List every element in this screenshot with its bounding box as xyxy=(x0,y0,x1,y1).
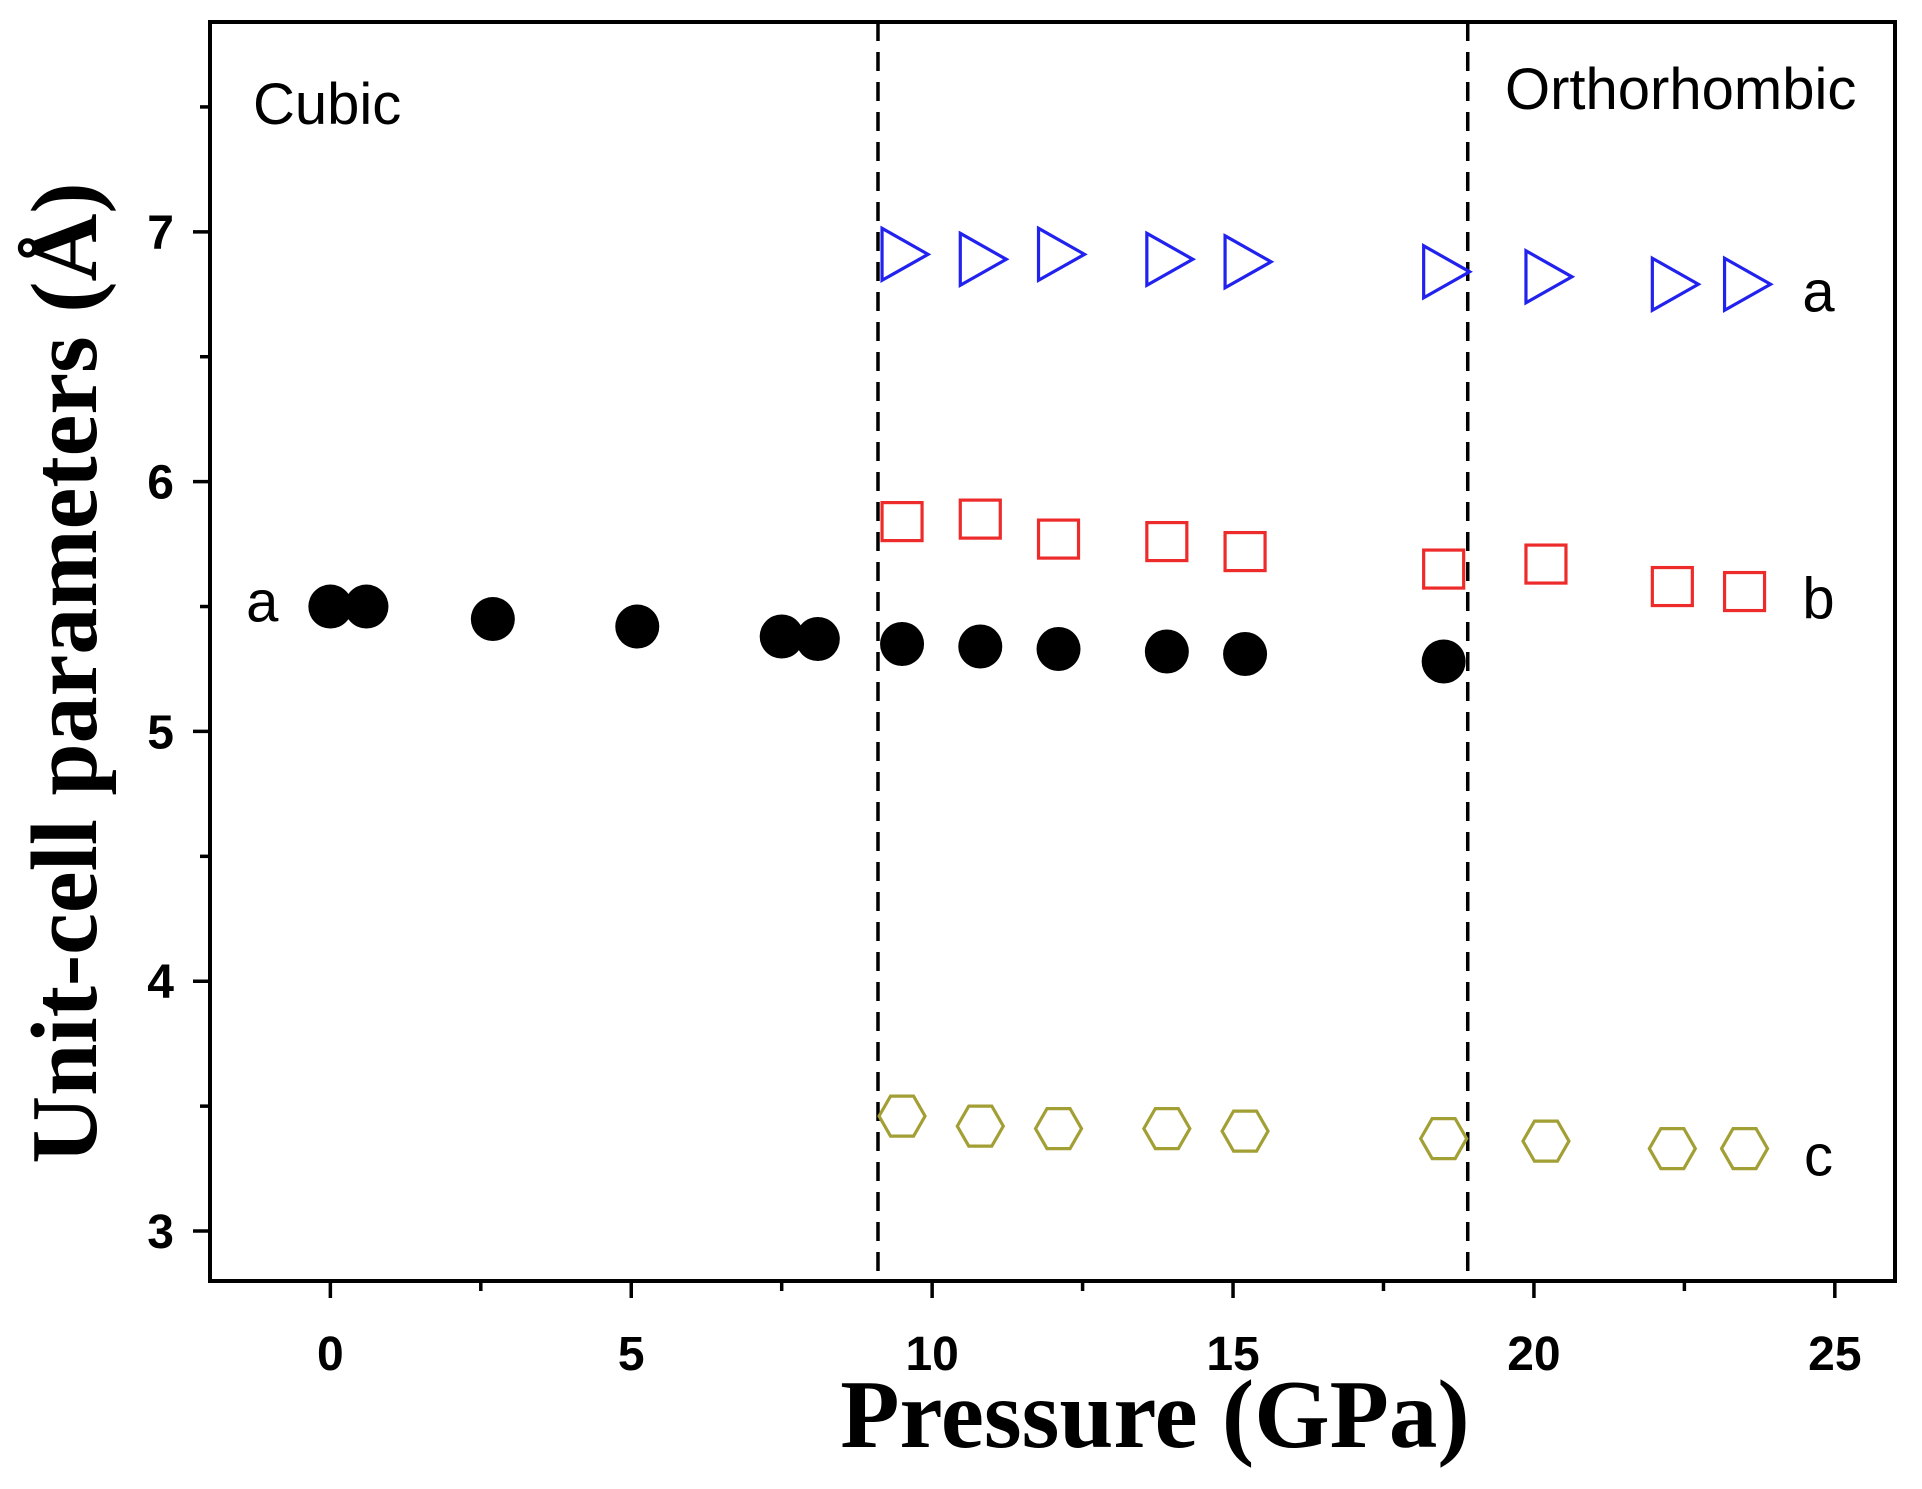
square-data-point xyxy=(1650,565,1694,608)
hexagon-data-point xyxy=(1141,1107,1192,1151)
x-tick-label: 5 xyxy=(618,1328,645,1381)
square-data-point xyxy=(958,498,1002,540)
series-labels: a a b c xyxy=(246,259,1835,1188)
circle-data-point xyxy=(344,584,389,629)
square-data-point xyxy=(880,501,924,543)
square-data-point xyxy=(1036,518,1081,560)
y-tick-label: 3 xyxy=(147,1206,174,1259)
circle-data-point xyxy=(615,604,660,649)
axis-tick-labels: 0 5 10 15 20 25 3 4 5 6 7 xyxy=(147,207,1861,1381)
plot-frame xyxy=(208,20,1897,1283)
triangle-right-data-point xyxy=(1524,248,1576,306)
hexagon-data-point xyxy=(1647,1127,1698,1171)
circle-data-point xyxy=(958,624,1003,669)
y-axis-title: Unit-cell parameters (Å) xyxy=(13,182,117,1163)
hexagon-data-point xyxy=(1418,1117,1469,1161)
phase-label-orthorhombic: Orthorhombic xyxy=(1505,57,1856,122)
x-axis-title: Pressure (GPa) xyxy=(840,1361,1469,1468)
hexagon-data-point xyxy=(1220,1109,1270,1153)
y-tick-label: 7 xyxy=(147,207,174,260)
hexagon-data-point xyxy=(955,1104,1006,1148)
circle-data-point xyxy=(880,622,925,667)
axis-ticks xyxy=(193,105,1837,1298)
y-tick-label: 5 xyxy=(147,706,174,759)
triangle-right-data-point xyxy=(1145,230,1197,289)
square-data-point xyxy=(1722,570,1767,613)
x-tick-label: 0 xyxy=(317,1328,344,1381)
triangle-right-data-point xyxy=(1422,243,1473,301)
y-tick-label: 4 xyxy=(147,956,174,1009)
y-tick-label: 6 xyxy=(147,457,174,510)
triangle-right-data-point xyxy=(1722,255,1774,314)
hexagon-data-point xyxy=(1521,1119,1571,1163)
series-label: a xyxy=(1802,259,1835,324)
triangle-right-data-point xyxy=(1036,225,1088,284)
x-tick-label: 10 xyxy=(905,1328,958,1381)
triangle-right-data-point xyxy=(880,225,932,284)
series-label: c xyxy=(1804,1124,1833,1189)
triangle-right-data-point xyxy=(1223,233,1275,291)
hexagon-data-point xyxy=(877,1094,927,1138)
circle-data-point xyxy=(1421,639,1466,684)
square-data-point xyxy=(1223,530,1267,573)
data-points xyxy=(308,225,1774,1171)
square-data-point xyxy=(1524,543,1568,585)
x-tick-label: 25 xyxy=(1808,1328,1861,1381)
series-label: b xyxy=(1802,567,1834,632)
circle-data-point xyxy=(759,614,804,659)
circle-data-point xyxy=(308,584,353,629)
x-tick-label: 20 xyxy=(1507,1328,1560,1381)
series-label: a xyxy=(246,570,279,635)
circle-data-point xyxy=(795,617,840,662)
hexagon-data-point xyxy=(1719,1127,1770,1171)
triangle-right-data-point xyxy=(958,230,1010,289)
triangle-right-data-point xyxy=(1650,255,1702,314)
circle-data-point xyxy=(470,597,515,642)
phase-label-cubic: Cubic xyxy=(253,72,401,137)
circle-data-point xyxy=(1223,631,1268,676)
x-tick-label: 15 xyxy=(1206,1328,1259,1381)
hexagon-data-point xyxy=(1033,1107,1084,1151)
circle-data-point xyxy=(1036,627,1081,672)
square-data-point xyxy=(1422,548,1466,590)
square-data-point xyxy=(1145,520,1189,563)
circle-data-point xyxy=(1144,629,1189,674)
